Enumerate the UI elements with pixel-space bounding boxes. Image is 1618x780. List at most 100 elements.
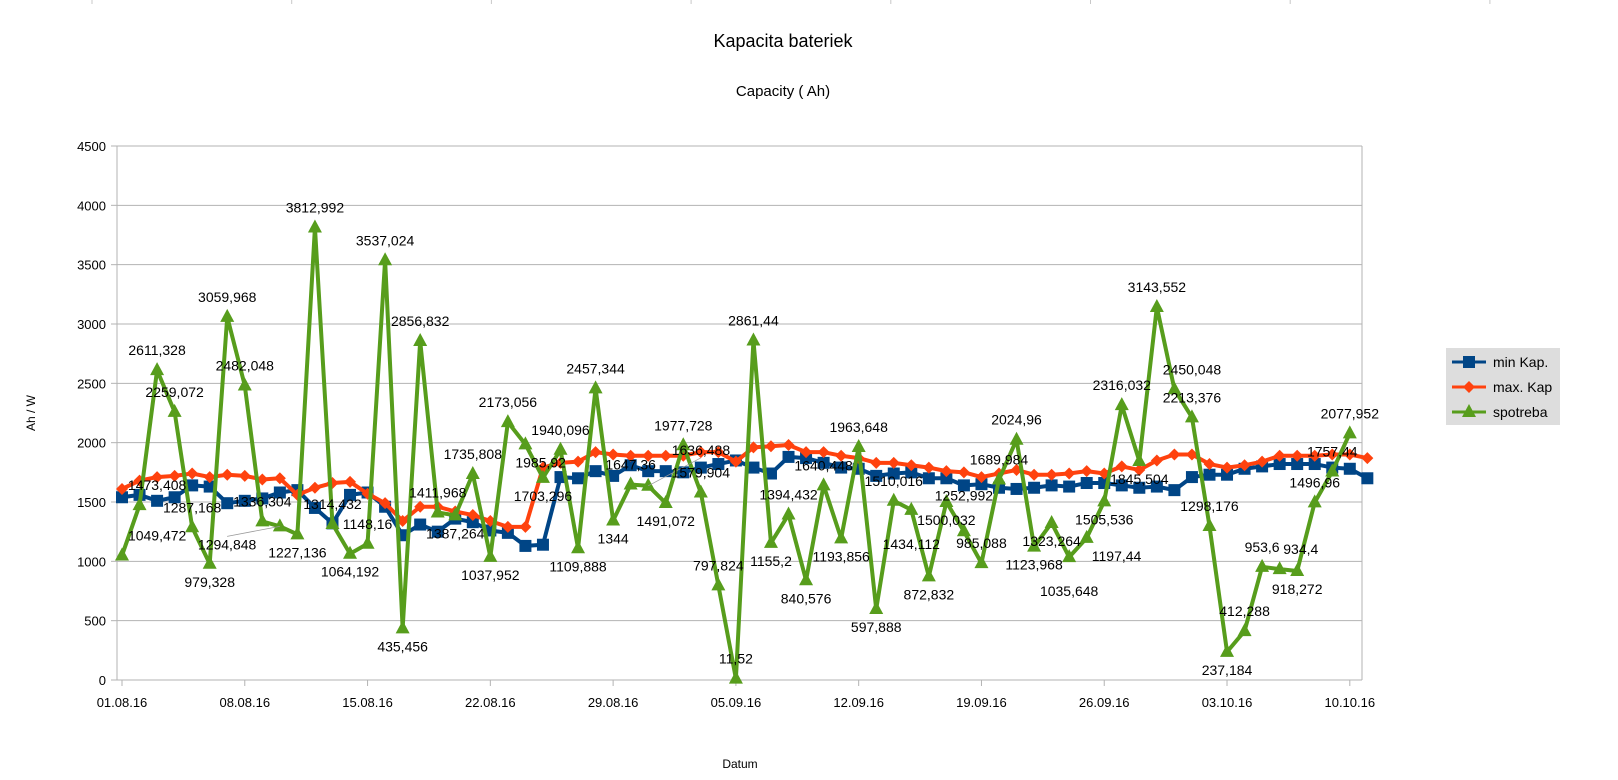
marker-square <box>1080 477 1093 490</box>
data-label: 1035,648 <box>1040 583 1099 599</box>
marker-square <box>694 461 707 474</box>
marker-triangle <box>816 477 831 491</box>
marker-triangle <box>1062 549 1077 563</box>
marker-square <box>519 539 532 552</box>
data-label: 2316,032 <box>1093 377 1152 393</box>
marker-triangle <box>676 437 691 451</box>
y-tick-label: 500 <box>84 614 106 629</box>
data-label: 1985,92 <box>515 454 566 470</box>
data-label: 1434,112 <box>883 536 941 552</box>
legend-label: min Kap. <box>1493 354 1548 370</box>
marker-diamond <box>203 471 216 484</box>
marker-square <box>782 450 795 463</box>
marker-square <box>1010 482 1023 495</box>
marker-diamond <box>975 471 988 484</box>
data-label: 1505,536 <box>1075 511 1134 527</box>
marker-diamond <box>922 461 935 474</box>
marker-triangle <box>799 572 814 586</box>
marker-diamond <box>344 475 357 488</box>
data-label: 1227,136 <box>268 544 327 560</box>
data-label: 797,824 <box>693 557 744 573</box>
x-tick-label: 19.09.16 <box>956 695 1007 710</box>
data-label: 1940,096 <box>531 422 590 438</box>
marker-triangle <box>939 493 954 507</box>
legend-label: max. Kap <box>1493 379 1552 395</box>
x-axis-ticks: 01.08.16 08.08.16 15.08.16 22.08.16 29.08.16… <box>97 680 1375 710</box>
data-label: 918,272 <box>1272 581 1323 597</box>
marker-triangle <box>1079 529 1094 543</box>
marker-triangle <box>658 495 673 509</box>
data-label: 597,888 <box>851 619 902 635</box>
marker-square <box>431 525 444 538</box>
marker-diamond <box>642 449 655 462</box>
legend: min Kap. max. Kap spotreba <box>1446 348 1560 425</box>
marker-triangle <box>834 530 849 544</box>
marker-diamond <box>782 439 795 452</box>
marker-triangle <box>1255 558 1270 572</box>
marker-square <box>116 491 128 504</box>
marker-triangle <box>1325 463 1340 477</box>
marker-square <box>975 478 988 491</box>
marker-triangle <box>465 466 480 480</box>
marker-triangle <box>1149 298 1164 312</box>
x-tick-label: 03.10.16 <box>1202 695 1253 710</box>
data-label: 872,832 <box>904 586 955 602</box>
marker-square <box>712 458 725 471</box>
marker-triangle <box>272 518 287 532</box>
marker-triangle <box>641 477 656 491</box>
marker-triangle <box>1237 623 1252 637</box>
marker-square <box>414 518 427 531</box>
marker-triangle <box>1290 563 1305 577</box>
marker-diamond <box>624 449 637 462</box>
marker-triangle <box>869 601 884 615</box>
data-label: 1640,448 <box>794 457 853 473</box>
data-label: 2259,072 <box>145 384 204 400</box>
marker-triangle <box>202 555 217 569</box>
marker-triangle <box>500 414 515 428</box>
marker-diamond <box>1326 448 1339 461</box>
data-label: 1109,888 <box>549 558 607 574</box>
x-axis-title: Datum <box>722 757 757 771</box>
y-tick-label: 4000 <box>77 198 106 213</box>
x-tick-label: 05.09.16 <box>711 695 762 710</box>
marker-diamond <box>1045 468 1058 481</box>
data-label: 934,4 <box>1283 541 1318 557</box>
series-line <box>120 225 1352 681</box>
data-label: 2077,952 <box>1321 405 1380 421</box>
marker-diamond <box>729 455 742 468</box>
data-label: 2173,056 <box>479 394 538 410</box>
marker-diamond <box>817 446 830 459</box>
marker-square <box>1273 458 1286 471</box>
marker-diamond <box>1291 449 1304 462</box>
marker-triangle <box>115 547 129 561</box>
marker-triangle <box>763 534 778 548</box>
marker-triangle <box>237 377 252 391</box>
marker-square <box>747 461 760 474</box>
marker-square <box>1185 471 1198 484</box>
x-tick-label: 10.10.16 <box>1324 695 1375 710</box>
data-label: 1689,984 <box>970 451 1029 467</box>
marker-diamond <box>800 446 813 459</box>
marker-diamond <box>659 449 672 462</box>
marker-square <box>677 466 690 479</box>
marker-diamond <box>572 455 585 468</box>
marker-diamond <box>414 500 427 513</box>
marker-diamond <box>1080 465 1093 478</box>
marker-square <box>1308 458 1321 471</box>
y-tick-label: 0 <box>99 673 106 688</box>
marker-diamond <box>1361 452 1374 465</box>
marker-square <box>308 501 321 514</box>
marker-square <box>642 465 655 478</box>
data-label: 1579,904 <box>672 465 731 481</box>
data-label: 1344 <box>598 531 629 547</box>
data-label: 1323,264 <box>1022 533 1081 549</box>
x-tick-label: 29.08.16 <box>588 695 639 710</box>
marker-square <box>221 497 234 510</box>
marker-square <box>168 491 181 504</box>
data-label: 2861,44 <box>728 312 779 328</box>
marker-diamond <box>168 469 181 482</box>
marker-triangle <box>728 670 743 684</box>
y-axis-ticks: 0 500 1000 1500 2000 2500 3000 3500 4000 4500 <box>77 139 117 688</box>
x-tick-label: 22.08.16 <box>465 695 516 710</box>
marker-diamond <box>1185 448 1198 461</box>
